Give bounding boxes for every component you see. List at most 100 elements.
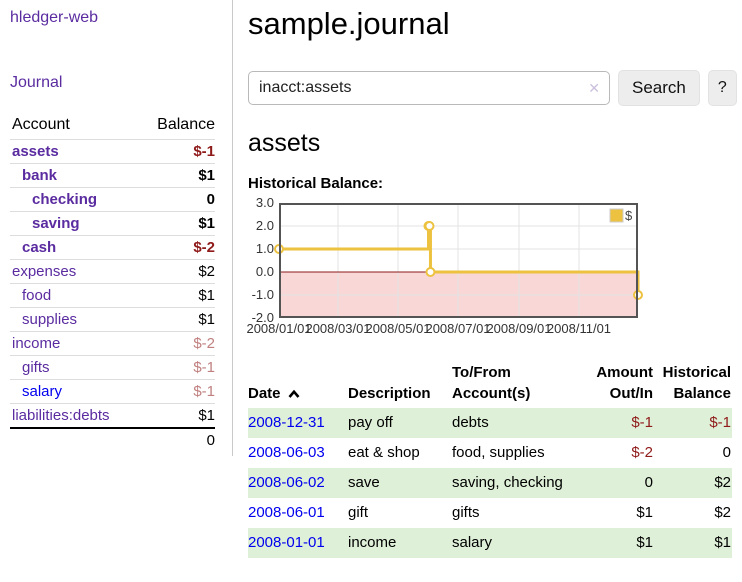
account-balance: 0 bbox=[138, 187, 215, 212]
y-tick-label: 3.0 bbox=[255, 195, 274, 210]
transaction-row: 2008-01-01 income salary $1 $1 bbox=[248, 528, 732, 558]
account-row: income $-2 bbox=[10, 331, 215, 356]
accounts-table: Account Balance assets $-1 bank $1 checking 0… bbox=[10, 113, 215, 452]
transaction-date-link[interactable]: 2008-01-01 bbox=[248, 534, 325, 551]
account-link-supplies[interactable]: supplies bbox=[22, 311, 78, 328]
transaction-accounts: salary bbox=[452, 534, 493, 551]
y-tick-label: 2.0 bbox=[255, 218, 274, 233]
transaction-accounts: debts bbox=[452, 414, 489, 431]
transaction-date-link[interactable]: 2008-06-03 bbox=[248, 444, 325, 461]
transaction-date-cell: 2008-06-01 bbox=[248, 498, 348, 528]
account-link-expenses[interactable]: expenses bbox=[12, 263, 77, 280]
sidebar-item-journal[interactable]: Journal bbox=[10, 74, 63, 91]
account-balance: $-1 bbox=[138, 355, 215, 380]
account-link-checking[interactable]: checking bbox=[32, 191, 98, 208]
col-header-date[interactable]: Date bbox=[248, 360, 348, 408]
register-header-row: Date Description To/From Account(s) Amou… bbox=[248, 360, 732, 408]
chart-title: Historical Balance: bbox=[248, 175, 384, 192]
account-balance: $1 bbox=[138, 211, 215, 236]
transaction-balance: $1 bbox=[714, 534, 731, 551]
clear-search-icon[interactable]: ✕ bbox=[588, 80, 600, 96]
transaction-row: 2008-06-03 eat & shop food, supplies $-2 0 bbox=[248, 438, 732, 468]
transaction-amount: $1 bbox=[636, 534, 653, 551]
transaction-description: save bbox=[348, 474, 380, 491]
col-header-date-label: Date bbox=[248, 385, 281, 402]
col-header-accounts: To/From Account(s) bbox=[452, 364, 531, 402]
x-tick-label: 2008/11/01 bbox=[546, 321, 612, 336]
transaction-balance: $-1 bbox=[709, 414, 731, 431]
account-heading: assets bbox=[248, 129, 321, 157]
transaction-amount: $-2 bbox=[631, 444, 653, 461]
transaction-accounts: food, supplies bbox=[452, 444, 545, 461]
search-input[interactable] bbox=[248, 71, 610, 105]
account-link-saving[interactable]: saving bbox=[32, 215, 80, 232]
col-header-description: Description bbox=[348, 385, 431, 402]
transaction-description: eat & shop bbox=[348, 444, 420, 461]
account-row: checking 0 bbox=[10, 187, 215, 212]
accounts-col-header-account: Account bbox=[12, 116, 70, 133]
account-row: food $1 bbox=[10, 283, 215, 308]
accounts-total-row: 0 bbox=[10, 427, 215, 452]
account-link-food[interactable]: food bbox=[22, 287, 52, 304]
account-balance: $2 bbox=[138, 259, 215, 284]
page-title: sample.journal bbox=[248, 6, 450, 41]
transaction-date-cell: 2008-12-31 bbox=[248, 408, 348, 438]
account-row: supplies $1 bbox=[10, 307, 215, 332]
transaction-balance: $2 bbox=[714, 504, 731, 521]
x-tick-label: 2008/07/01 bbox=[425, 321, 491, 336]
transaction-date-cell: 2008-06-03 bbox=[248, 438, 348, 468]
legend-swatch bbox=[609, 208, 624, 223]
account-link-income[interactable]: income bbox=[12, 335, 61, 352]
account-link-salary[interactable]: salary bbox=[22, 383, 63, 400]
historical-balance-chart[interactable]: 3.0 2.0 1.0 0.0 -1.0 -2.0 $ 2008/01/01 2008/03… bbox=[246, 195, 742, 342]
transaction-balance: $2 bbox=[714, 474, 731, 491]
account-row: gifts $-1 bbox=[10, 355, 215, 380]
account-row: liabilities:debts $1 bbox=[10, 403, 215, 428]
main-content: sample.journal ✕ Search ? assets Histori… bbox=[245, 0, 742, 558]
account-row: saving $1 bbox=[10, 211, 215, 236]
transaction-date-link[interactable]: 2008-12-31 bbox=[248, 414, 325, 431]
accounts-table-header-row: Account Balance bbox=[10, 113, 215, 140]
account-link-bank[interactable]: bank bbox=[22, 167, 58, 184]
legend-label: $ bbox=[625, 208, 633, 223]
search-button[interactable]: Search bbox=[618, 70, 700, 106]
accounts-col-header-balance: Balance bbox=[157, 116, 215, 133]
transaction-accounts: saving, checking bbox=[452, 474, 563, 491]
transaction-row: 2008-06-01 gift gifts $1 $2 bbox=[248, 498, 732, 528]
accounts-total-balance: 0 bbox=[138, 427, 215, 452]
account-balance: $-1 bbox=[138, 139, 215, 164]
account-row: salary $-1 bbox=[10, 379, 215, 404]
transaction-description: gift bbox=[348, 504, 369, 521]
transaction-date-link[interactable]: 2008-06-01 bbox=[248, 504, 325, 521]
account-link-cash[interactable]: cash bbox=[22, 239, 57, 256]
x-tick-label: 2008/09/01 bbox=[486, 321, 552, 336]
sidebar: hledger-web Journal Account Balance asse… bbox=[0, 0, 233, 456]
transaction-description: pay off bbox=[348, 414, 393, 431]
app-brand-link[interactable]: hledger-web bbox=[10, 9, 99, 26]
help-button[interactable]: ? bbox=[707, 70, 737, 106]
y-tick-label: 1.0 bbox=[255, 241, 274, 256]
account-balance: $-2 bbox=[138, 331, 215, 356]
transaction-balance: 0 bbox=[722, 444, 731, 461]
transaction-date-link[interactable]: 2008-06-02 bbox=[248, 474, 325, 491]
col-header-amount: Amount Out/In bbox=[596, 364, 653, 402]
account-balance: $-1 bbox=[138, 379, 215, 404]
data-point[interactable] bbox=[424, 221, 435, 231]
transaction-row: 2008-06-02 save saving, checking 0 $2 bbox=[248, 468, 732, 498]
data-point[interactable] bbox=[425, 267, 436, 277]
accounts-total-spacer bbox=[10, 427, 139, 452]
x-tick-label: 2008/03/01 bbox=[305, 321, 371, 336]
search-input-wrap: ✕ bbox=[248, 71, 610, 105]
account-balance: $1 bbox=[138, 403, 215, 428]
account-balance: $1 bbox=[138, 307, 215, 332]
account-balance: $1 bbox=[138, 283, 215, 308]
y-tick-label: -1.0 bbox=[251, 287, 274, 302]
y-tick-label: 0.0 bbox=[255, 264, 274, 279]
chart-canvas[interactable]: $ bbox=[274, 203, 643, 318]
transaction-accounts: gifts bbox=[452, 504, 480, 521]
account-link-gifts[interactable]: gifts bbox=[22, 359, 50, 376]
transaction-date-cell: 2008-06-02 bbox=[248, 468, 348, 498]
account-link-liabilities-debts[interactable]: liabilities:debts bbox=[12, 407, 110, 424]
transaction-description: income bbox=[348, 534, 397, 551]
account-link-assets[interactable]: assets bbox=[12, 143, 59, 160]
